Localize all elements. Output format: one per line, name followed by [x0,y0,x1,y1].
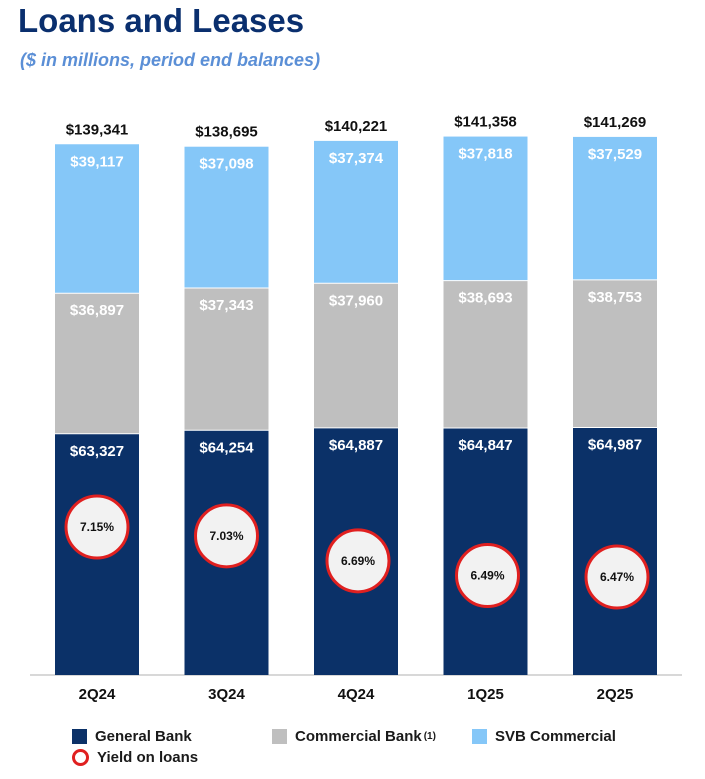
bar-commercial-bank-2Q25 [573,279,657,428]
total-label-1Q25: $141,358 [454,114,517,131]
page-subtitle: ($ in millions, period end balances) [20,50,321,70]
bar-svb-commercial-2Q25 [573,136,657,280]
yield-label-1Q25: 6.49% [470,569,504,583]
total-label-3Q24: $138,695 [195,124,258,141]
x-tick-label-4Q24: 4Q24 [338,686,375,703]
data-label-general-bank-1Q25: $64,847 [458,437,512,454]
x-tick-label-2Q25: 2Q25 [597,686,634,703]
yield-label-4Q24: 6.69% [341,554,375,568]
data-label-general-bank-3Q24: $64,254 [199,439,254,456]
data-label-commercial-bank-2Q24: $36,897 [70,302,124,319]
x-tick-label-3Q24: 3Q24 [208,686,245,703]
data-label-commercial-bank-2Q25: $38,753 [588,289,642,306]
legend-ring-icon [72,749,89,766]
yield-label-2Q25: 6.47% [600,570,634,584]
yield-ring-4Q24 [325,528,391,594]
data-label-commercial-bank-3Q24: $37,343 [199,297,253,314]
legend-item-general-bank: General Bank [72,728,192,745]
loans-stacked-bar-chart: $63,327 $36,897 $39,117 $139,341 7.15% 2Q24 $6… [30,114,682,703]
legend-label-commercial-bank: Commercial Bank [295,728,422,745]
page-title: Loans and Leases [18,2,305,39]
bar-commercial-bank-3Q24 [184,288,269,431]
bar-svb-commercial-4Q24 [314,140,398,284]
legend-swatch-general-bank [72,729,87,744]
total-label-4Q24: $140,221 [325,118,388,135]
data-label-commercial-bank-4Q24: $37,960 [329,292,383,309]
data-label-general-bank-4Q24: $64,887 [329,437,383,454]
legend-label-svb-commercial: SVB Commercial [495,728,616,745]
data-label-svb-commercial-2Q25: $37,529 [588,146,642,163]
data-label-svb-commercial-1Q25: $37,818 [458,146,512,163]
legend-label-general-bank: General Bank [95,728,192,745]
bar-commercial-bank-1Q25 [443,280,528,428]
bar-commercial-bank-4Q24 [314,283,398,428]
total-label-2Q25: $141,269 [584,114,647,131]
legend-swatch-svb-commercial [472,729,487,744]
bar-svb-commercial-2Q24 [55,144,139,294]
legend-item-yield: Yield on loans [72,749,198,766]
data-label-svb-commercial-4Q24: $37,374 [329,150,384,167]
bar-commercial-bank-2Q24 [55,293,139,434]
bar-svb-commercial-3Q24 [184,146,269,289]
x-tick-label-1Q25: 1Q25 [467,686,504,703]
yield-ring-3Q24 [194,503,259,569]
total-label-2Q24: $139,341 [66,121,129,138]
yield-ring-1Q25 [455,543,520,609]
legend-footnote-marker: (1) [423,731,436,742]
yield-ring-2Q24 [64,494,130,560]
yield-label-2Q24: 7.15% [80,520,114,534]
yield-ring-2Q25 [584,544,650,610]
data-label-svb-commercial-2Q24: $39,117 [70,153,123,170]
data-label-commercial-bank-1Q25: $38,693 [458,290,512,307]
data-label-svb-commercial-3Q24: $37,098 [199,156,253,173]
data-label-general-bank-2Q25: $64,987 [588,436,642,453]
legend-label-yield: Yield on loans [97,749,199,766]
legend-item-commercial-bank: Commercial Bank (1) [272,728,436,745]
legend-item-svb-commercial: SVB Commercial [472,728,616,745]
bar-svb-commercial-1Q25 [443,136,528,281]
chart-legend: General Bank Commercial Bank (1) SVB Com… [72,724,692,774]
legend-swatch-commercial-bank [272,729,287,744]
yield-label-3Q24: 7.03% [209,529,243,543]
data-label-general-bank-2Q24: $63,327 [70,443,124,460]
x-tick-label-2Q24: 2Q24 [79,686,116,703]
